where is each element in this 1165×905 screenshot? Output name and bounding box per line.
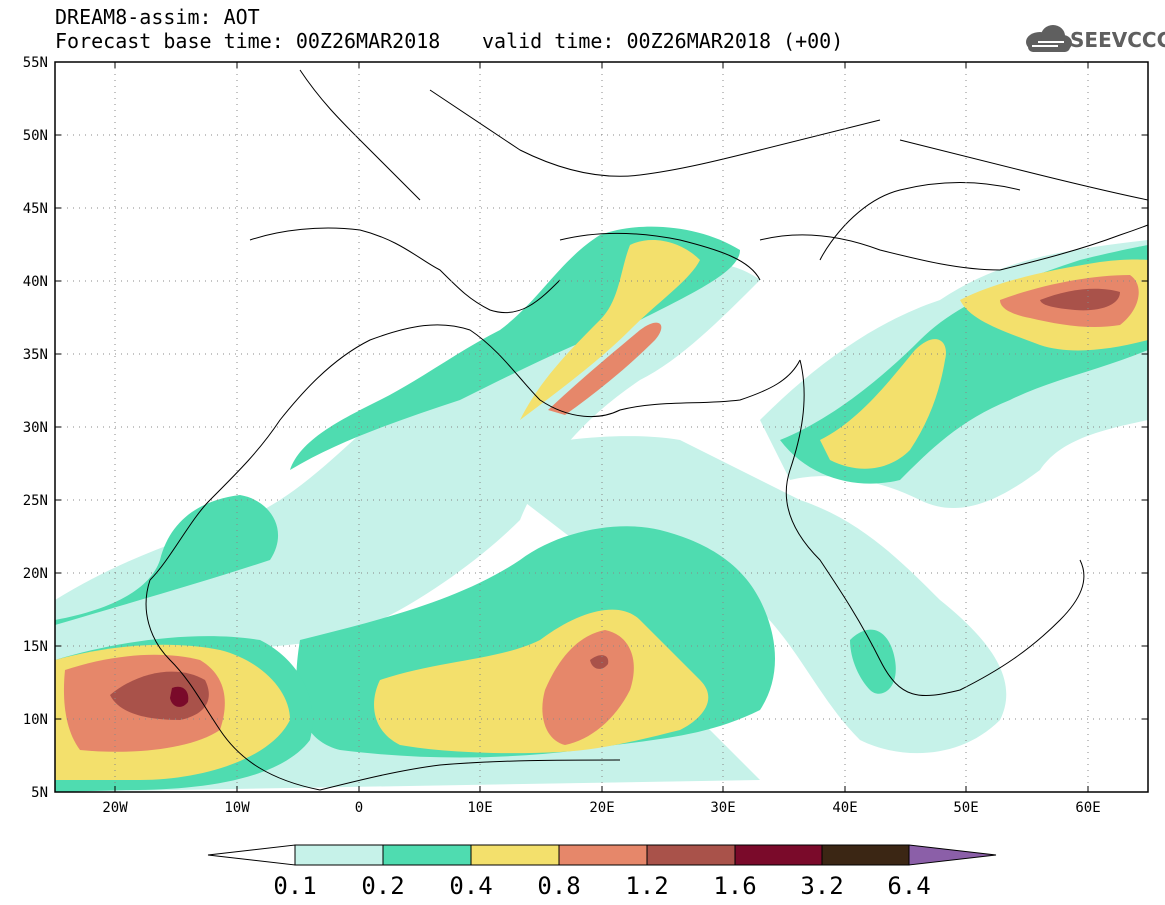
lat-label: 50N [23, 128, 48, 144]
tick-marks [55, 61, 1148, 793]
grid-lines [55, 62, 1148, 792]
lon-label: 40E [832, 800, 857, 816]
lon-label: 10W [224, 800, 250, 816]
longitude-labels: 20W 10W 0 10E 20E 30E 40E 50E 60E [102, 800, 1100, 816]
lat-label: 10N [23, 712, 48, 728]
lat-label: 5N [31, 785, 48, 801]
colorbar-segment [294, 844, 384, 866]
colorbar-label: 3.2 [800, 872, 844, 900]
colorbar [207, 844, 997, 866]
colorbar-segment [382, 844, 472, 866]
cloud-icon [1026, 25, 1072, 52]
title-line-2: Forecast base time: 00Z26MAR2018 [55, 29, 441, 53]
colorbar-segment [908, 844, 997, 866]
lat-label: 40N [23, 274, 48, 290]
lat-label: 15N [23, 639, 48, 655]
colorbar-segment [207, 844, 296, 866]
colorbar-label: 0.1 [273, 872, 317, 900]
lon-label: 20E [589, 800, 614, 816]
lat-label: 30N [23, 420, 48, 436]
lat-label: 45N [23, 201, 48, 217]
colorbar-label: 1.2 [625, 872, 669, 900]
colorbar-segment [558, 844, 648, 866]
lat-label: 35N [23, 347, 48, 363]
colorbar-label: 0.2 [361, 872, 405, 900]
colorbar-label: 0.8 [537, 872, 581, 900]
colorbar-segment [821, 844, 910, 866]
logo-text: SEEVCCC [1070, 28, 1165, 52]
lon-label: 30E [710, 800, 735, 816]
title-line-1: DREAM8-assim: AOT [55, 5, 260, 29]
colorbar-label: 6.4 [887, 872, 931, 900]
lon-label: 0 [355, 800, 363, 816]
lat-label: 25N [23, 493, 48, 509]
aot-field [55, 62, 1148, 792]
latitude-labels: 55N 50N 45N 40N 35N 30N 25N 20N 15N 10N … [23, 55, 48, 801]
colorbar-segment [646, 844, 736, 866]
colorbar-label: 1.6 [713, 872, 757, 900]
colorbar-segment [734, 844, 823, 866]
coastlines [145, 69, 1148, 791]
colorbar-label: 0.4 [449, 872, 493, 900]
lat-label: 20N [23, 566, 48, 582]
valid-time: valid time: 00Z26MAR2018 (+00) [482, 29, 844, 53]
lon-label: 50E [953, 800, 978, 816]
lon-label: 60E [1075, 800, 1100, 816]
lon-label: 20W [102, 800, 128, 816]
lat-label: 55N [23, 55, 48, 71]
lon-label: 10E [467, 800, 492, 816]
colorbar-segment [470, 844, 560, 866]
